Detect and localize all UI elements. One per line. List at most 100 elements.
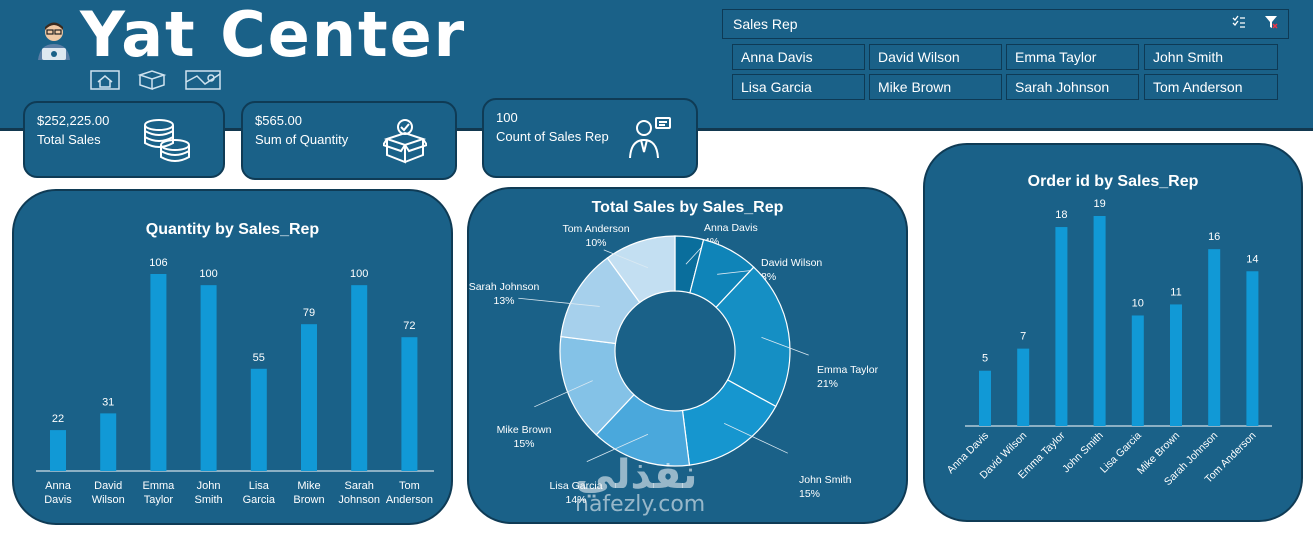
x-tick-label: Garcia <box>243 494 276 506</box>
bar <box>1055 227 1068 426</box>
chart-title: Order id by Sales_Rep <box>1027 173 1199 190</box>
total-sales-chart-panel: Total Sales by Sales_Rep Anna Davis4%Dav… <box>467 187 908 524</box>
data-label: 100 <box>199 268 217 280</box>
slicer-item[interactable]: Tom Anderson <box>1144 74 1278 100</box>
coins-icon <box>144 119 190 162</box>
x-tick-label: Anna <box>45 480 72 492</box>
data-label: 106 <box>149 257 167 269</box>
bar <box>401 337 418 471</box>
slice-name-label: John Smith <box>799 474 852 486</box>
slice-percent-label: 10% <box>585 237 606 249</box>
home-page-icon[interactable] <box>90 70 120 90</box>
watermark: نفذلي nafezly.com <box>575 452 705 517</box>
leader-line <box>724 423 788 454</box>
data-label: 72 <box>403 320 415 332</box>
slice-name-label: Lisa Garcia <box>549 480 602 492</box>
leader-line <box>761 336 809 356</box>
data-label: 22 <box>52 413 64 425</box>
data-label: 31 <box>102 396 114 408</box>
x-tick-label: Lisa <box>249 480 270 492</box>
leader-line <box>518 297 600 307</box>
x-tick-label: David <box>94 480 122 492</box>
slice-percent-label: 15% <box>513 438 534 450</box>
bar <box>100 413 117 471</box>
slice-percent-label: 15% <box>799 488 820 500</box>
x-tick-label: Brown <box>293 494 324 506</box>
kpi-value: $252,225.00 <box>37 113 110 128</box>
x-tick-label: Johnson <box>338 494 380 506</box>
box-check-icon <box>383 119 427 164</box>
bar <box>1017 348 1030 426</box>
data-label: 55 <box>253 352 265 364</box>
x-tick-label: Sarah <box>345 480 374 492</box>
slicer-title: Sales Rep <box>733 16 798 32</box>
slice-name-label: Sarah Johnson <box>469 281 539 293</box>
slicer-item[interactable]: Mike Brown <box>869 74 1002 100</box>
data-label: 19 <box>1093 198 1105 210</box>
clear-filter-icon[interactable] <box>1264 15 1278 34</box>
slice-name-label: Tom Anderson <box>562 223 629 235</box>
kpi-label: Sum of Quantity <box>255 132 349 147</box>
slicer-item[interactable]: Emma Taylor <box>1006 44 1139 70</box>
watermark-url: nafezly.com <box>575 492 706 517</box>
x-tick-label: Taylor <box>144 494 174 506</box>
bar <box>50 430 66 471</box>
bar <box>150 274 167 471</box>
slicer-item[interactable]: Sarah Johnson <box>1006 74 1139 100</box>
kpi-value: $565.00 <box>255 113 302 128</box>
slicer-item[interactable]: David Wilson <box>869 44 1002 70</box>
bar <box>301 324 317 471</box>
data-label: 11 <box>1170 286 1181 298</box>
map-page-icon[interactable] <box>185 70 221 90</box>
x-tick-label: Mike <box>297 480 320 492</box>
slice-name-label: Mike Brown <box>497 424 552 436</box>
user-avatar-icon <box>38 22 70 60</box>
x-tick-label: Davis <box>44 494 72 506</box>
kpi-label: Total Sales <box>37 132 101 147</box>
leader-line <box>534 380 593 408</box>
data-label: 16 <box>1208 231 1220 243</box>
leader-line <box>603 249 649 269</box>
multi-select-icon[interactable] <box>1232 15 1246 34</box>
sales-rep-slicer: Sales Rep <box>722 9 1289 39</box>
kpi-sum-quantity: $565.00 Sum of Quantity <box>241 101 457 180</box>
slice-name-label: Anna Davis <box>704 222 758 234</box>
data-label: 18 <box>1055 209 1067 221</box>
slicer-item[interactable]: Lisa Garcia <box>732 74 865 100</box>
chart-title: Quantity by Sales_Rep <box>145 221 320 238</box>
data-label: 5 <box>982 353 988 365</box>
x-tick-label: Tom <box>399 480 420 492</box>
x-tick-label: Emma <box>143 480 176 492</box>
bar <box>200 285 217 471</box>
bar <box>351 285 368 471</box>
slice-percent-label: 13% <box>493 295 514 307</box>
donut-slice <box>606 235 676 304</box>
x-tick-label: Smith <box>195 494 223 506</box>
data-label: 14 <box>1246 253 1258 265</box>
kpi-count-sales-rep: 100 Count of Sales Rep <box>482 98 698 178</box>
slice-name-label: Emma Taylor <box>817 364 879 376</box>
kpi-total-sales: $252,225.00 Total Sales <box>23 101 225 178</box>
watermark-logo-text: نفذلي <box>575 452 698 498</box>
data-label: 79 <box>303 307 315 319</box>
bar <box>1246 271 1259 426</box>
nav-icons <box>90 70 233 95</box>
chart-title: Total Sales by Sales_Rep <box>591 199 784 216</box>
box-page-icon[interactable] <box>136 70 168 91</box>
salesperson-icon <box>629 117 671 159</box>
slice-name-label: David Wilson <box>761 257 822 269</box>
kpi-value: 100 <box>496 110 518 125</box>
quantity-bar-chart: 22 Anna Davis 31 David Wilson 106 Emma Taylor 100… <box>36 257 434 506</box>
x-tick-label: Wilson <box>92 494 125 506</box>
leader-line <box>586 433 649 462</box>
slicer-item[interactable]: John Smith <box>1144 44 1278 70</box>
slicer-item[interactable]: Anna Davis <box>732 44 865 70</box>
bar <box>1093 216 1106 426</box>
bar <box>250 368 267 471</box>
bar <box>1170 304 1182 426</box>
app-title: Yat Center <box>80 0 467 71</box>
data-label: 10 <box>1132 297 1144 309</box>
data-label: 100 <box>350 268 368 280</box>
